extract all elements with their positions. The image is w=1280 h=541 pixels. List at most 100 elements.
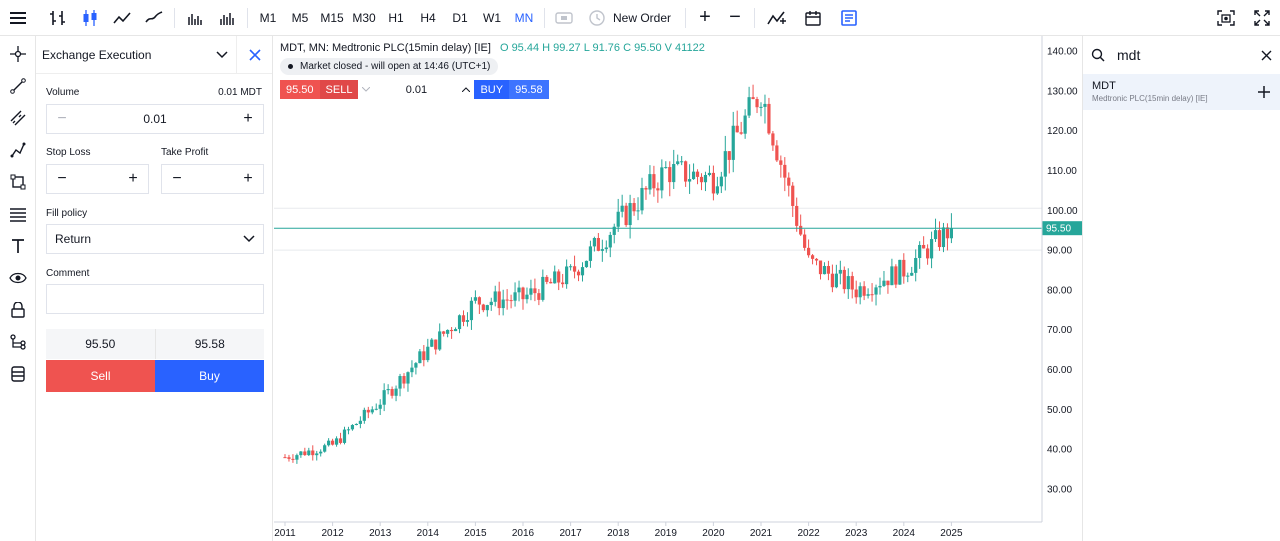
candle-body [660,167,664,191]
timeframe-m5[interactable]: M5 [291,10,309,25]
y-tick-label: 110.00 [1047,166,1077,177]
candle-body [561,282,565,285]
indicators-icon[interactable] [211,0,243,36]
close-icon[interactable] [1261,50,1272,61]
candle-body [410,367,414,373]
indicator-add-icon[interactable] [759,0,795,36]
comment-field[interactable] [46,284,264,314]
timeframe-h4[interactable]: H4 [420,10,436,25]
chart-legend: MDT, MN: Medtronic PLC(15min delay) [IE]… [280,42,705,54]
timeframe-d1[interactable]: D1 [452,10,468,25]
chart-buy-button[interactable]: BUY [474,80,510,99]
add-symbol-icon[interactable] [1258,86,1270,98]
volume-input[interactable]: 0.01 [143,112,167,126]
fib-levels-icon[interactable] [0,198,36,230]
one-click-icon[interactable] [549,0,579,36]
candle-body [469,300,474,321]
lock-icon[interactable] [0,294,36,326]
stop-loss-plus-button[interactable]: + [128,170,138,187]
candle-body [735,125,739,133]
candle-body [509,300,513,302]
candle-body [334,438,339,445]
close-icon[interactable] [236,35,272,74]
database-icon[interactable] [0,358,36,390]
buy-button[interactable]: Buy [155,360,264,392]
chart-buy-price[interactable]: 95.58 [509,80,549,99]
volume-plus-button[interactable]: + [243,110,253,127]
timeframe-m1[interactable]: M1 [259,10,277,25]
timeframe-w1[interactable]: W1 [483,10,501,25]
candle-body [434,339,438,350]
candle-body [358,420,362,424]
candle-body [624,205,628,226]
candle-body [771,133,775,146]
candle-body [402,376,406,384]
take-profit-stepper[interactable]: − + [161,164,264,194]
candle-body [862,286,866,296]
timeframe-mn[interactable]: MN [514,10,534,25]
calendar-icon[interactable] [795,0,831,36]
ohlc-values: O 95.44 H 99.27 L 91.76 C 95.50 V 41122 [499,42,705,54]
volume-icon[interactable] [179,0,211,36]
chart-sell-button[interactable]: SELL [319,80,359,99]
objects-tree-icon[interactable] [0,326,36,358]
candle-body [949,228,953,239]
volume-minus-button[interactable]: − [57,110,67,127]
candle-body [866,294,870,296]
price-chart[interactable]: 95.50 140.00 130.00 120.00 110.00 100.00 90.0… [274,36,1082,541]
zoom-out-button[interactable]: − [729,6,741,28]
take-profit-plus-button[interactable]: + [243,170,253,187]
text-tool-icon[interactable] [0,230,36,262]
stop-loss-minus-button[interactable]: − [57,170,67,187]
chart-area[interactable]: 95.50 140.00 130.00 120.00 110.00 100.00 90.0… [274,36,1082,541]
sell-button[interactable]: Sell [46,360,155,392]
candle-body [826,266,831,274]
x-tick-label: 2018 [607,528,630,539]
area-chart-icon[interactable] [138,0,170,36]
toolbar-divider [544,7,545,28]
new-order-button[interactable]: New Order [579,0,681,36]
fill-policy-select[interactable]: Return [46,224,264,254]
timeframe-h1[interactable]: H1 [388,10,404,25]
polyline-icon[interactable] [0,134,36,166]
take-profit-minus-button[interactable]: − [172,170,182,187]
fullscreen-icon[interactable] [1244,0,1280,36]
chevron-down-icon[interactable] [208,48,236,62]
zoom-in-button[interactable]: + [699,6,711,28]
candle-body [929,239,934,259]
timeframe-m15[interactable]: M15 [320,10,344,25]
chart-volume-up-icon[interactable] [458,80,474,99]
chart-sell-price[interactable]: 95.50 [280,80,320,99]
candle-body [894,266,898,285]
order-panel: Exchange Execution Volume 0.01 MDT − 0.0… [36,35,273,541]
shapes-icon[interactable] [0,166,36,198]
screenshot-icon[interactable] [1208,0,1244,36]
search-input[interactable]: mdt [1117,47,1141,63]
candles-icon[interactable] [74,0,106,36]
y-tick-label: 90.00 [1047,246,1072,257]
crosshair-icon[interactable] [0,38,36,70]
candle-body [572,266,577,272]
bar-chart-icon[interactable] [42,0,74,36]
chart-volume-input[interactable]: 0.01 [405,83,428,96]
symbol-line: MDT, MN: Medtronic PLC(15min delay) [IE] [280,42,491,54]
order-type-title[interactable]: Exchange Execution [42,47,152,62]
trend-line-icon[interactable] [0,70,36,102]
search-result-item[interactable]: MDT Medtronic PLC(15min delay) [IE] [1083,74,1280,110]
result-symbol: MDT [1092,80,1116,92]
menu-icon[interactable] [0,0,36,36]
volume-stepper[interactable]: − 0.01 + [46,104,264,134]
candle-body [707,172,712,175]
line-chart-icon[interactable] [106,0,138,36]
eye-icon[interactable] [0,262,36,294]
candle-body [501,299,505,309]
candle-body [945,227,950,239]
order-book-icon[interactable] [831,0,867,36]
candle-body [898,259,902,285]
chart-volume-down-icon[interactable] [358,80,374,99]
candle-body [398,376,402,389]
parallel-channel-icon[interactable] [0,102,36,134]
stop-loss-stepper[interactable]: − + [46,164,149,194]
candle-body [648,174,652,190]
timeframe-m30[interactable]: M30 [352,10,376,25]
